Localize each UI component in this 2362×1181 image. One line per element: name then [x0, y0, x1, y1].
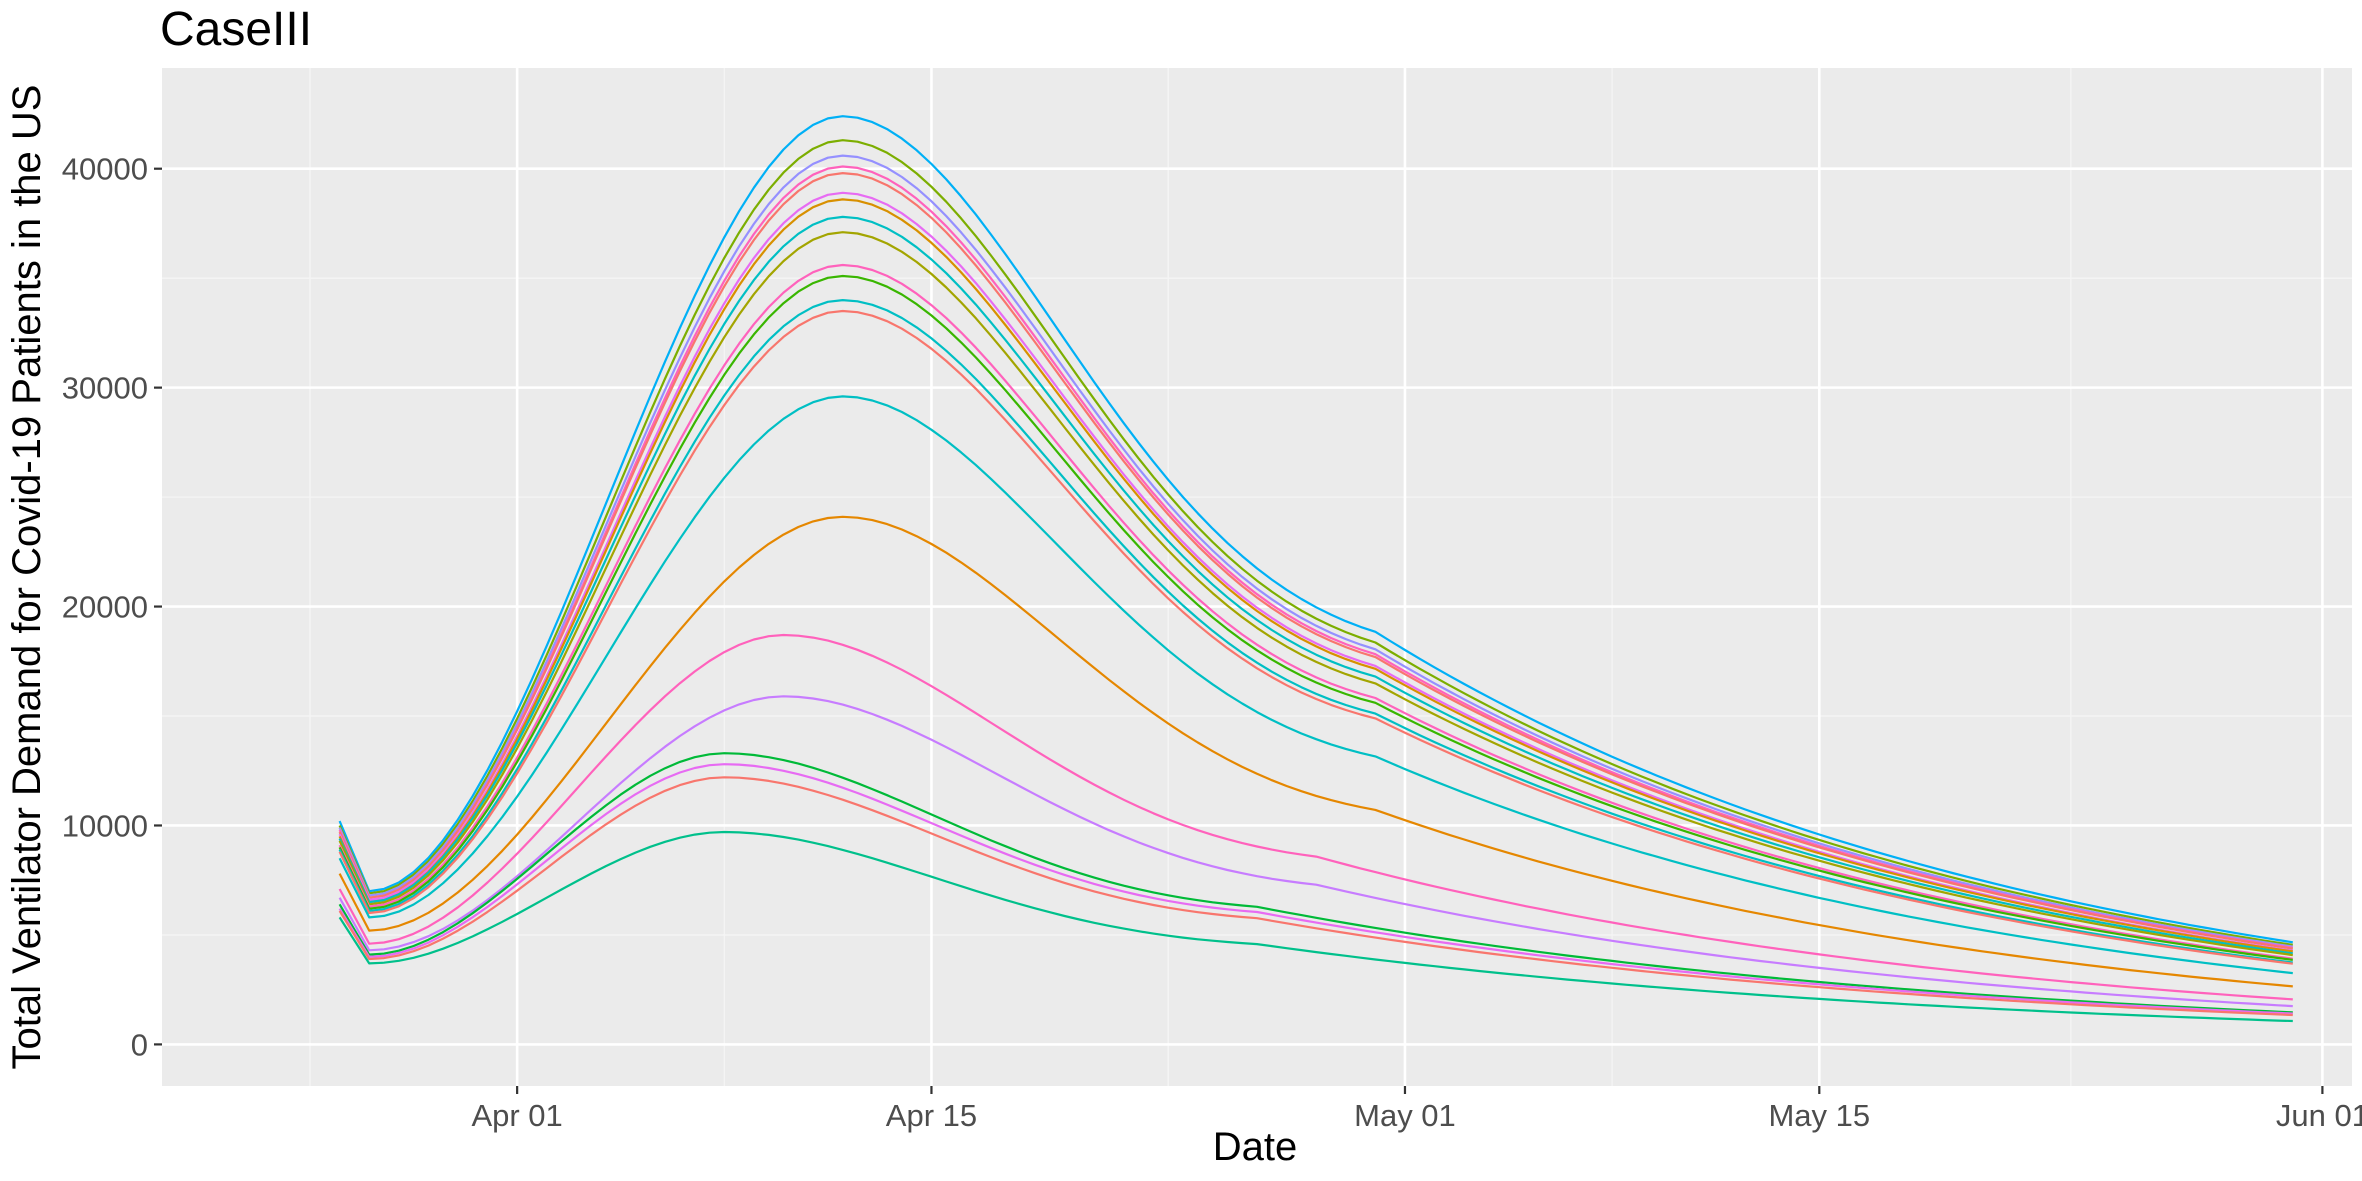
x-axis: Apr 01 Apr 15 May 01 May 15 Jun 01	[471, 1086, 2362, 1133]
series-line-2	[338, 139, 2293, 946]
series-line-13	[338, 309, 2293, 965]
x-tick-label: Apr 15	[886, 1098, 977, 1133]
series-lines	[338, 115, 2293, 1023]
plot-panel	[162, 68, 2352, 1086]
series-line-7	[338, 198, 2293, 953]
series-line-14	[338, 395, 2293, 975]
series-line-6	[338, 191, 2293, 952]
series-line-16	[338, 633, 2293, 1001]
series-line-4	[338, 165, 2293, 949]
y-axis: 0 10000 20000 30000 40000	[62, 152, 162, 1062]
y-tick-label: 0	[131, 1027, 148, 1062]
series-line-10	[338, 263, 2293, 960]
series-line-5	[338, 172, 2293, 950]
series-line-20	[338, 776, 2293, 1017]
series-line-17	[338, 695, 2293, 1008]
series-line-1	[338, 115, 2293, 944]
series-line-21	[338, 830, 2293, 1023]
x-tick-label: Apr 01	[471, 1098, 562, 1133]
series-line-19	[338, 763, 2293, 1015]
series-line-15	[338, 515, 2293, 988]
x-tick-label: May 01	[1354, 1098, 1456, 1133]
series-line-8	[338, 215, 2293, 955]
series-line-11	[338, 274, 2293, 961]
series-line-12	[338, 299, 2293, 964]
series-line-9	[338, 231, 2293, 957]
series-line-3	[338, 154, 2293, 948]
y-tick-label: 40000	[62, 152, 148, 187]
grid-major-lines	[162, 68, 2352, 1086]
series-line-18	[338, 752, 2293, 1014]
x-tick-label: Jun 01	[2276, 1098, 2362, 1133]
x-axis-title: Date	[1213, 1125, 1298, 1169]
x-tick-label: May 15	[1768, 1098, 1870, 1133]
chart-title: CaseIII	[160, 3, 312, 56]
y-tick-label: 20000	[62, 590, 148, 625]
y-axis-title: Total Ventilator Demand for Covid-19 Pat…	[5, 85, 49, 1070]
y-tick-label: 10000	[62, 808, 148, 843]
y-tick-label: 30000	[62, 371, 148, 406]
